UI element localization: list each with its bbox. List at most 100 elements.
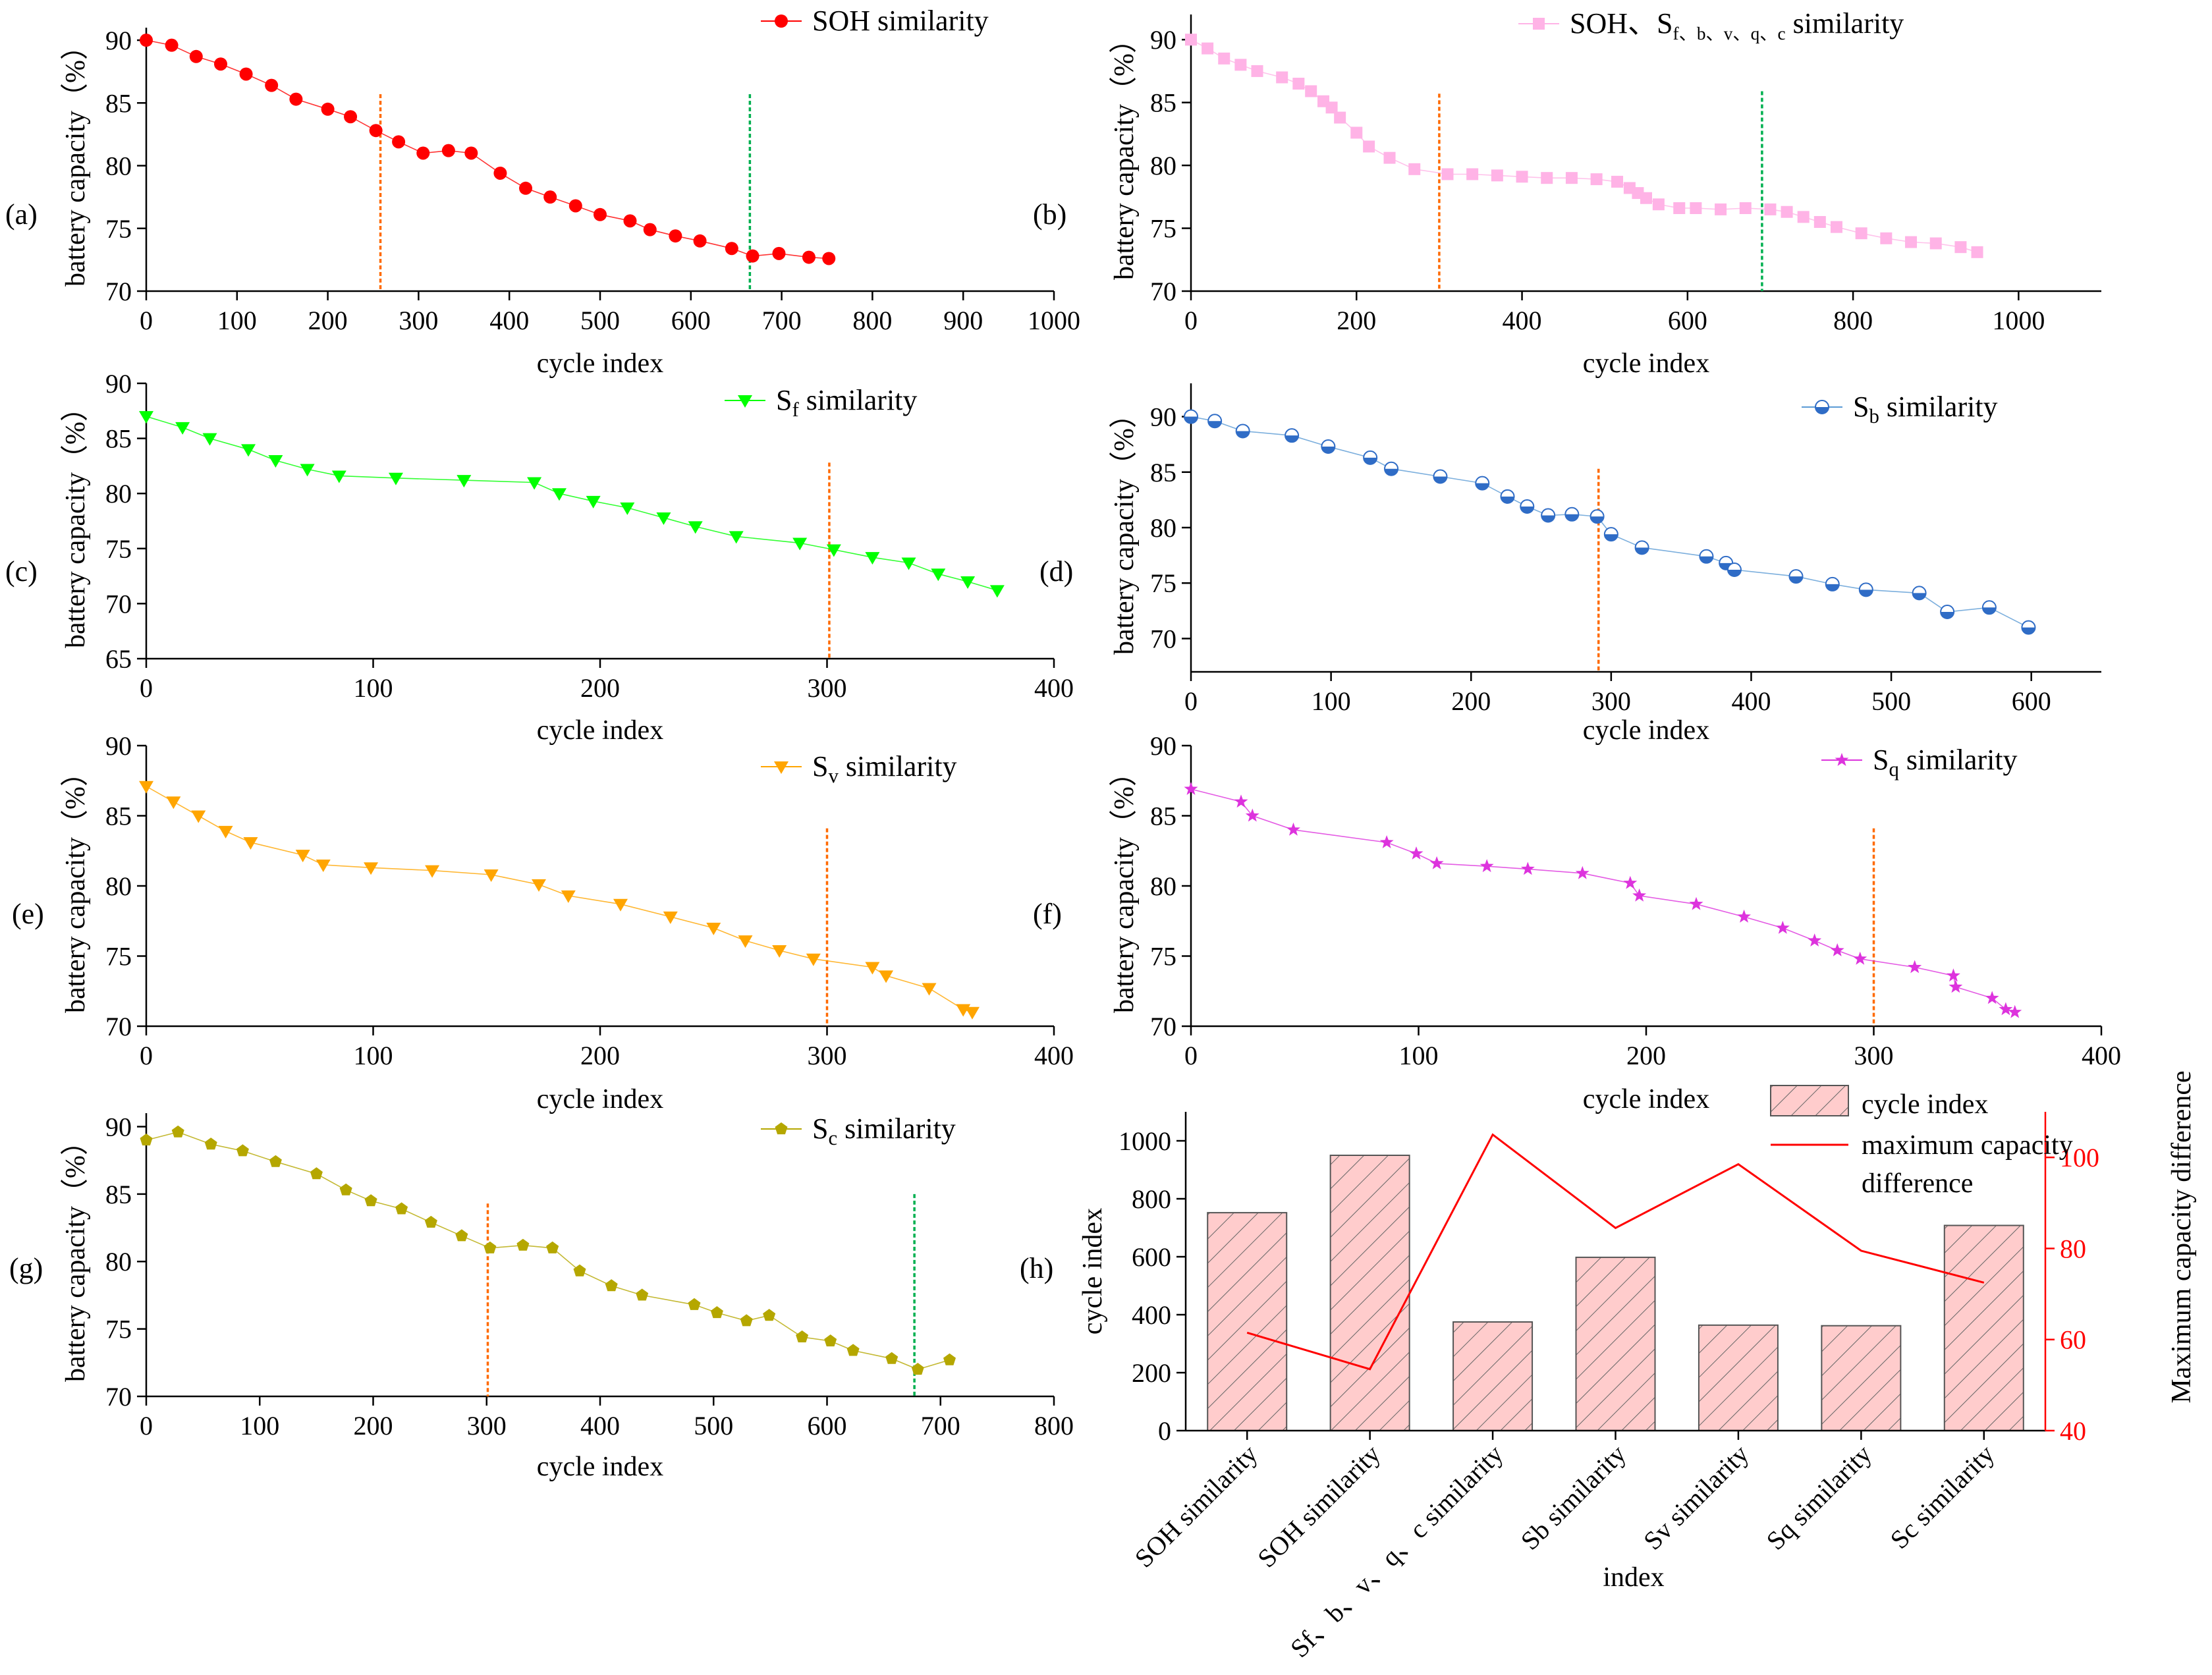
data-point-fill [1700,556,1713,563]
legend: cycle index maximum capacity difference [1770,1085,2073,1199]
y-tick-label: 85 [1150,802,1176,831]
y-tick-label: 80 [105,151,132,181]
panel-d-sb-similarity: 0 100 200 300 400 500 600 70 75 80 85 90 cycle index… [1109,383,2101,746]
y-tick-label: 85 [1150,458,1176,487]
x-tick-label: 100 [1399,1041,1439,1070]
y-tick-label: 70 [105,1382,132,1412]
data-point [1640,192,1652,204]
data-point [1433,469,1448,484]
data-point [1929,237,1942,250]
data-point [846,1344,860,1356]
y-axis-label: battery capacity（%） [61,394,91,648]
legend: Sb similarity [1802,391,1998,427]
panel-label-e: (e) [12,898,44,930]
data-point [772,945,787,958]
y-tick-label: 200 [1132,1358,1171,1388]
data-point [885,1352,899,1364]
data-point-fill [1184,416,1198,424]
bar [1943,1224,2024,1431]
y-tick-label: 85 [105,1180,132,1209]
y-tick-label: 80 [1150,871,1176,901]
y-tick-label: 80 [1150,151,1176,180]
legend-label: Sf similarity [776,384,917,421]
data-point [964,1006,980,1020]
data-point [1575,865,1590,879]
data-point [796,1330,809,1342]
data-point-fill [1825,584,1839,591]
legend-label-s: S [776,384,792,416]
x-tick-label: 300 [467,1411,507,1441]
y-tick-label: 75 [105,214,132,244]
x-tick-label: 500 [580,306,620,335]
data-point [455,1229,468,1242]
legend: Sq similarity [1821,744,2018,781]
bar [1452,1321,1534,1431]
bar [1575,1256,1656,1431]
x-tick-label: 400 [1034,673,1074,703]
y-tick-label-right: 40 [2060,1416,2086,1446]
data-point [1947,968,1960,982]
legend-label-rest: similarity [839,750,957,783]
panel-label-h: (h) [1020,1252,1053,1284]
y-tick-label: 70 [1150,1012,1176,1041]
y-tick-label: 600 [1132,1242,1171,1272]
data-point [289,92,303,106]
data-point [1788,569,1804,584]
x-tick-label: 800 [1833,306,1873,335]
data-point [316,860,331,873]
legend-marker [738,395,752,408]
y-tick-label-right: 100 [2060,1143,2099,1172]
y-tick-label: 70 [105,589,132,618]
data-point [1689,896,1703,910]
panel-label-c: (c) [5,555,38,588]
data-point [189,49,203,63]
data-point [922,983,937,996]
data-point [139,411,153,424]
bar [1329,1155,1410,1431]
data-point [424,1215,437,1228]
data-point [1715,203,1727,215]
data-point [484,1241,497,1253]
data-point-fill [1433,476,1447,483]
data-point [725,242,738,256]
x-tick-label: 200 [580,673,620,703]
data-point [456,475,472,488]
data-point [1652,198,1665,211]
panel-label-a: (a) [5,198,38,231]
data-point [527,477,542,490]
x-tick-label: 200 [1337,306,1376,335]
panel-label-g: (g) [9,1252,43,1284]
x-tick-label: 0 [140,1411,153,1441]
data-point [1858,582,1873,597]
bar [1698,1324,1779,1431]
data-point [1234,59,1247,71]
y-tick-label: 85 [105,802,132,831]
legend-label-rest: similarity [1879,391,1998,423]
x-tick-label: 400 [1034,1041,1074,1070]
y-tick-label: 80 [105,871,132,901]
data-point [1475,476,1490,491]
data-point [1184,409,1198,424]
legend: Sv similarity [761,750,957,787]
legend-bar-swatch [1770,1085,1849,1116]
y-axis-label: battery capacity（%） [61,1128,91,1382]
legend-marker [1533,18,1545,30]
data-point-fill [1208,421,1222,428]
data-point [865,552,880,565]
x-tick-label: 600 [1668,306,1707,335]
data-point [822,252,836,265]
data-point [806,953,821,966]
data-point [1813,216,1826,228]
data-point [1234,794,1248,808]
data-point [1363,450,1378,465]
data-point [300,464,315,477]
x-axis-label: cycle index [537,1452,663,1482]
data-point [763,1309,776,1321]
category-label: Sv similarity [1638,1439,1754,1556]
data-point [1292,78,1305,90]
data-point [1737,909,1751,923]
data-point [213,57,227,71]
legend-marker [775,1122,788,1135]
data-point [706,922,721,935]
x-tick-label: 400 [489,306,529,335]
